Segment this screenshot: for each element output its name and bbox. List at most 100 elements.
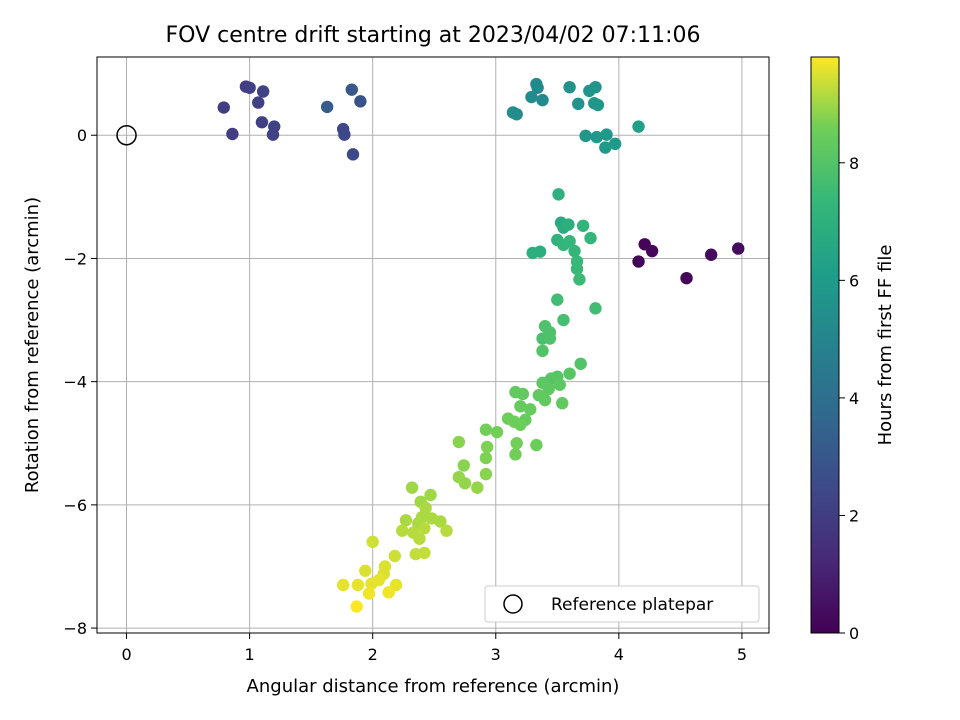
data-point xyxy=(252,96,265,109)
data-point xyxy=(589,302,602,315)
data-point xyxy=(354,95,367,108)
data-point xyxy=(509,448,522,461)
data-point xyxy=(516,387,530,401)
reference-marker xyxy=(116,124,137,146)
colorbar-tick-label: 4 xyxy=(849,389,859,408)
data-point xyxy=(563,367,576,380)
data-point xyxy=(359,564,372,577)
x-axis-ticks: 0 1 2 3 4 5 xyxy=(121,633,747,664)
data-point xyxy=(226,127,239,141)
data-point xyxy=(600,128,613,141)
data-point xyxy=(418,546,431,560)
colorbar-tick-label: 6 xyxy=(849,271,859,290)
colorbar-tick-label: 2 xyxy=(849,506,859,525)
data-point xyxy=(632,255,645,268)
data-point xyxy=(576,219,590,232)
x-tick-label: 5 xyxy=(737,645,747,664)
data-point xyxy=(599,141,612,154)
x-tick-label: 2 xyxy=(368,645,378,664)
data-point xyxy=(457,459,470,472)
data-point xyxy=(424,488,437,502)
data-point xyxy=(543,332,557,345)
data-point xyxy=(645,244,659,258)
legend-marker xyxy=(503,594,523,614)
data-point xyxy=(551,293,564,306)
data-point xyxy=(418,522,431,535)
data-point xyxy=(362,587,376,600)
y-axis-label: Rotation from reference (arcmin) xyxy=(22,197,43,493)
plot-frame xyxy=(96,56,770,634)
colorbar-tick-label: 8 xyxy=(849,154,859,173)
chart-title: FOV centre drift starting at 2023/04/02 … xyxy=(166,23,701,48)
colorbar-ticks: 0 2 4 6 8 xyxy=(839,154,859,643)
y-tick-label: 0 xyxy=(77,126,87,145)
data-point xyxy=(632,120,645,133)
data-point xyxy=(405,481,419,494)
data-point xyxy=(572,97,585,111)
data-point xyxy=(440,524,453,537)
data-point xyxy=(536,344,549,358)
data-point xyxy=(243,81,256,95)
data-point xyxy=(471,481,484,494)
data-point xyxy=(608,137,622,151)
data-point xyxy=(320,100,334,114)
data-point xyxy=(533,245,547,258)
grid-lines xyxy=(97,57,769,633)
data-point xyxy=(480,440,494,454)
data-point xyxy=(366,535,379,549)
data-point xyxy=(579,129,592,143)
data-point xyxy=(591,98,605,112)
data-point xyxy=(255,116,269,129)
data-point xyxy=(351,578,365,592)
data-point xyxy=(568,244,581,258)
data-point xyxy=(338,128,351,141)
data-point xyxy=(524,403,537,416)
data-point xyxy=(590,130,603,144)
data-point xyxy=(217,101,230,114)
data-point xyxy=(396,524,409,537)
data-point xyxy=(704,248,718,261)
y-tick-label: −4 xyxy=(63,373,87,392)
data-point xyxy=(490,425,504,439)
colorbar-tick-label: 0 xyxy=(849,624,859,643)
legend-label: Reference platepar xyxy=(551,595,713,615)
data-point xyxy=(479,423,493,436)
data-point xyxy=(510,437,523,450)
data-point xyxy=(552,188,565,201)
colorbar: 0 2 4 6 8 Hours from first FF file xyxy=(810,56,896,643)
colorbar-gradient xyxy=(810,56,840,634)
data-point xyxy=(680,271,693,285)
data-point xyxy=(458,477,472,490)
data-point xyxy=(514,400,527,413)
data-point xyxy=(573,273,586,286)
data-point xyxy=(452,435,466,449)
data-point xyxy=(530,438,543,452)
data-point xyxy=(542,382,555,396)
data-point xyxy=(514,418,527,431)
data-point xyxy=(563,234,576,248)
data-point xyxy=(388,549,402,563)
data-point xyxy=(350,600,363,613)
data-point xyxy=(434,515,447,528)
data-point xyxy=(574,357,587,370)
y-axis-ticks: −8 −6 −4 −2 0 xyxy=(63,126,97,638)
data-point xyxy=(553,378,566,391)
data-point xyxy=(382,586,395,599)
reference-point xyxy=(116,124,137,146)
data-points xyxy=(217,77,745,613)
data-point xyxy=(570,262,584,276)
data-point xyxy=(732,242,745,255)
x-axis-label: Angular distance from reference (arcmin) xyxy=(247,676,620,697)
data-point xyxy=(510,108,523,121)
data-point xyxy=(346,148,360,161)
y-tick-label: −8 xyxy=(63,619,87,638)
data-point xyxy=(557,313,570,327)
x-tick-label: 4 xyxy=(614,645,624,664)
data-point xyxy=(556,397,569,410)
data-point xyxy=(589,80,602,94)
data-point xyxy=(584,231,597,245)
x-tick-label: 0 xyxy=(121,645,131,664)
data-point xyxy=(525,90,538,104)
data-point xyxy=(365,577,378,590)
